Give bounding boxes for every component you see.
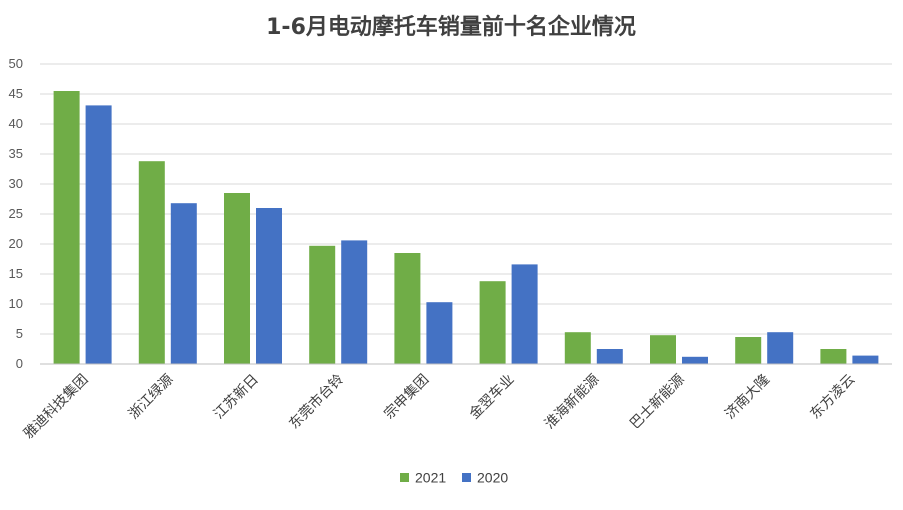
y-tick-label: 50 (9, 56, 23, 71)
legend: 2021 2020 (400, 470, 508, 486)
y-tick-label: 25 (9, 206, 23, 221)
bar-2021-0 (53, 91, 80, 364)
bar-2020-4 (426, 302, 453, 364)
x-category-label: 金翌车业 (466, 371, 518, 423)
category-labels: 雅迪科技集团 浙江绿源 江苏新日 东莞市台铃 宗申集团 金翌车业 淮海新能源 巴士新能源 济南大… (20, 371, 858, 442)
x-category-label: 浙江绿源 (126, 372, 177, 423)
x-category-label: 宗申集团 (381, 371, 433, 423)
y-axis-ticks: 0 5 10 15 20 25 30 35 40 45 50 (9, 56, 23, 371)
chart-title: 1-6月电动摩托车销量前十名企业情况 (266, 14, 636, 40)
bar-2021-8 (735, 337, 762, 364)
bar-2020-8 (767, 332, 794, 364)
x-category-label: 江苏新日 (211, 372, 262, 423)
y-tick-label: 0 (16, 356, 23, 371)
y-tick-label: 10 (9, 296, 23, 311)
bar-2020-6 (596, 349, 623, 364)
bar-2021-7 (650, 335, 676, 364)
bar-2021-9 (820, 349, 847, 364)
bar-2020-0 (85, 105, 112, 365)
legend-swatch-2021 (400, 473, 409, 482)
bar-2020-2 (256, 208, 282, 364)
bars (53, 91, 879, 365)
bar-2020-9 (852, 355, 879, 364)
bar-2021-2 (224, 193, 250, 364)
x-category-label: 济南大隆 (722, 372, 773, 423)
x-category-label: 东莞市台铃 (286, 371, 348, 433)
bar-2021-5 (479, 281, 506, 364)
y-tick-label: 35 (9, 146, 23, 161)
legend-label-2021: 2021 (415, 470, 446, 486)
gridlines (40, 63, 892, 335)
bar-2020-3 (341, 240, 368, 364)
y-tick-label: 30 (9, 176, 23, 191)
x-category-label: 东方凌云 (807, 372, 858, 423)
bar-2021-6 (564, 332, 591, 364)
y-tick-label: 45 (9, 86, 23, 101)
bar-2021-4 (394, 253, 421, 364)
y-tick-label: 15 (9, 266, 23, 281)
y-tick-label: 5 (16, 326, 23, 341)
y-tick-label: 20 (9, 236, 23, 251)
x-category-label: 雅迪科技集团 (20, 371, 91, 442)
x-category-label: 淮海新能源 (542, 372, 603, 433)
y-tick-label: 40 (9, 116, 23, 131)
legend-swatch-2020 (462, 473, 471, 482)
bar-2021-1 (138, 161, 165, 364)
bar-2020-1 (170, 203, 197, 364)
bar-2020-7 (682, 356, 708, 364)
legend-label-2020: 2020 (477, 470, 508, 486)
bar-2020-5 (511, 264, 538, 364)
bar-2021-3 (309, 245, 336, 364)
x-category-label: 巴士新能源 (627, 372, 688, 433)
